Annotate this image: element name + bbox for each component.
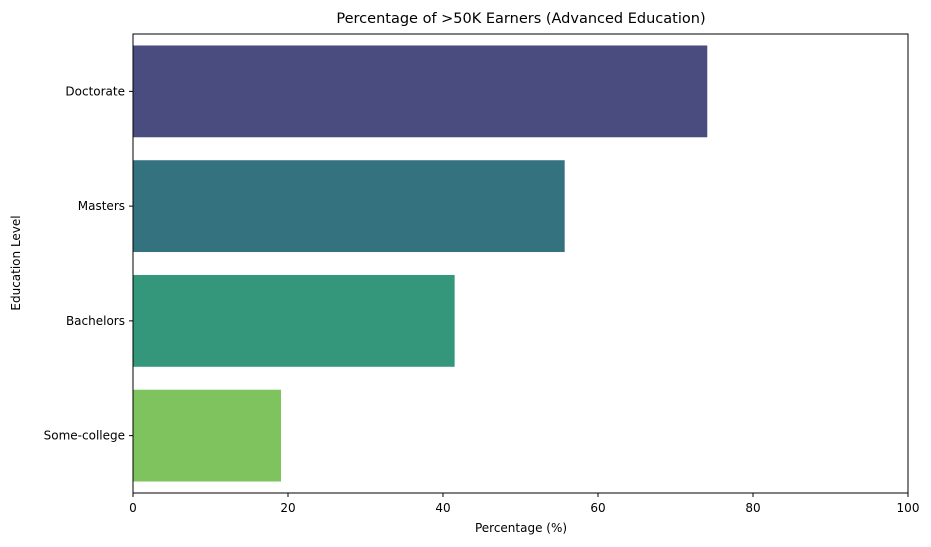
- x-tick-label: 0: [129, 501, 137, 515]
- y-tick-label: Bachelors: [66, 314, 125, 328]
- x-tick-label: 80: [745, 501, 760, 515]
- y-tick-label: Masters: [78, 199, 125, 213]
- bar-masters: [133, 160, 565, 253]
- x-tick-label: 20: [280, 501, 295, 515]
- bar-bachelors: [133, 274, 455, 367]
- bar-doctorate: [133, 45, 708, 138]
- x-axis: 0 20 40 60 80 100: [129, 493, 919, 515]
- x-tick-label: 100: [897, 501, 920, 515]
- plot-frame: [132, 33, 909, 494]
- bars-group: [133, 45, 708, 482]
- chart-title: Percentage of >50K Earners (Advanced Edu…: [336, 11, 705, 27]
- y-tick-label: Doctorate: [65, 84, 125, 98]
- bar-some-college: [133, 389, 282, 482]
- x-axis-label: Percentage (%): [475, 521, 567, 535]
- y-axis: Doctorate Masters Bachelors Some-college: [44, 84, 133, 443]
- y-axis-label: Education Level: [9, 215, 23, 310]
- y-tick-label: Some-college: [44, 429, 125, 443]
- x-tick-label: 40: [435, 501, 450, 515]
- x-tick-label: 60: [590, 501, 605, 515]
